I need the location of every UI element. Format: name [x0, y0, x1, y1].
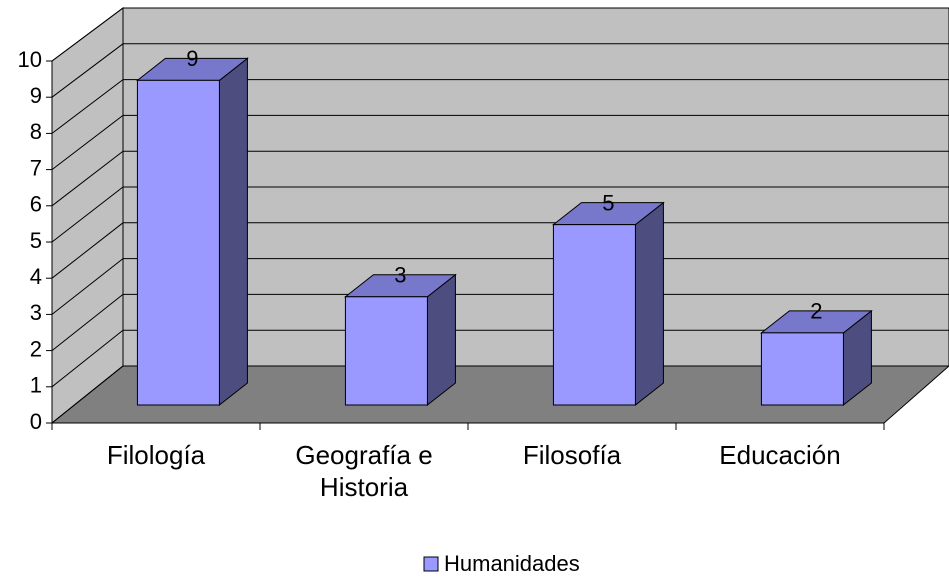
- x-tick-label: Filosofía: [522, 440, 622, 470]
- bar: [136, 79, 220, 406]
- value-label: 5: [602, 190, 614, 215]
- grid-line: [51, 7, 949, 62]
- y-tick-label: 8: [30, 119, 42, 144]
- grid-line: [51, 329, 949, 388]
- x-tick-label: Geografía e Historia: [295, 440, 433, 502]
- bar-side: [426, 273, 456, 407]
- x-tick-label: Filología: [106, 440, 206, 470]
- grid-line: [51, 293, 949, 351]
- bar: [344, 296, 428, 406]
- y-tick-label: 1: [30, 373, 42, 398]
- y-tick-label: 3: [30, 300, 42, 325]
- bar-side: [634, 201, 664, 407]
- value-label: 3: [394, 263, 406, 288]
- y-tick-label: 0: [30, 409, 42, 434]
- y-tick-label: 2: [30, 336, 42, 361]
- y-tick-label: 5: [30, 228, 42, 253]
- y-tick-label: 9: [30, 83, 42, 108]
- y-tick-label: 6: [30, 192, 42, 217]
- grid-line: [51, 114, 949, 170]
- value-label: 2: [810, 299, 822, 324]
- legend-swatch: [423, 556, 439, 572]
- grid-line: [51, 365, 949, 424]
- grid-line: [51, 150, 949, 207]
- grid-line: [51, 222, 949, 279]
- grid-line: [51, 43, 949, 98]
- y-tick-label: 10: [18, 47, 42, 72]
- bar: [552, 224, 636, 406]
- grid-line: [51, 258, 949, 315]
- bar: [760, 332, 844, 406]
- grid-line: [51, 79, 949, 134]
- bar-side: [218, 57, 248, 407]
- grid-line: [51, 186, 949, 243]
- value-label: 9: [186, 46, 198, 71]
- y-tick-label: 4: [30, 264, 42, 289]
- legend-label: Humanidades: [444, 551, 580, 576]
- y-tick-label: 7: [30, 155, 42, 180]
- x-tick-label: Educación: [719, 440, 841, 470]
